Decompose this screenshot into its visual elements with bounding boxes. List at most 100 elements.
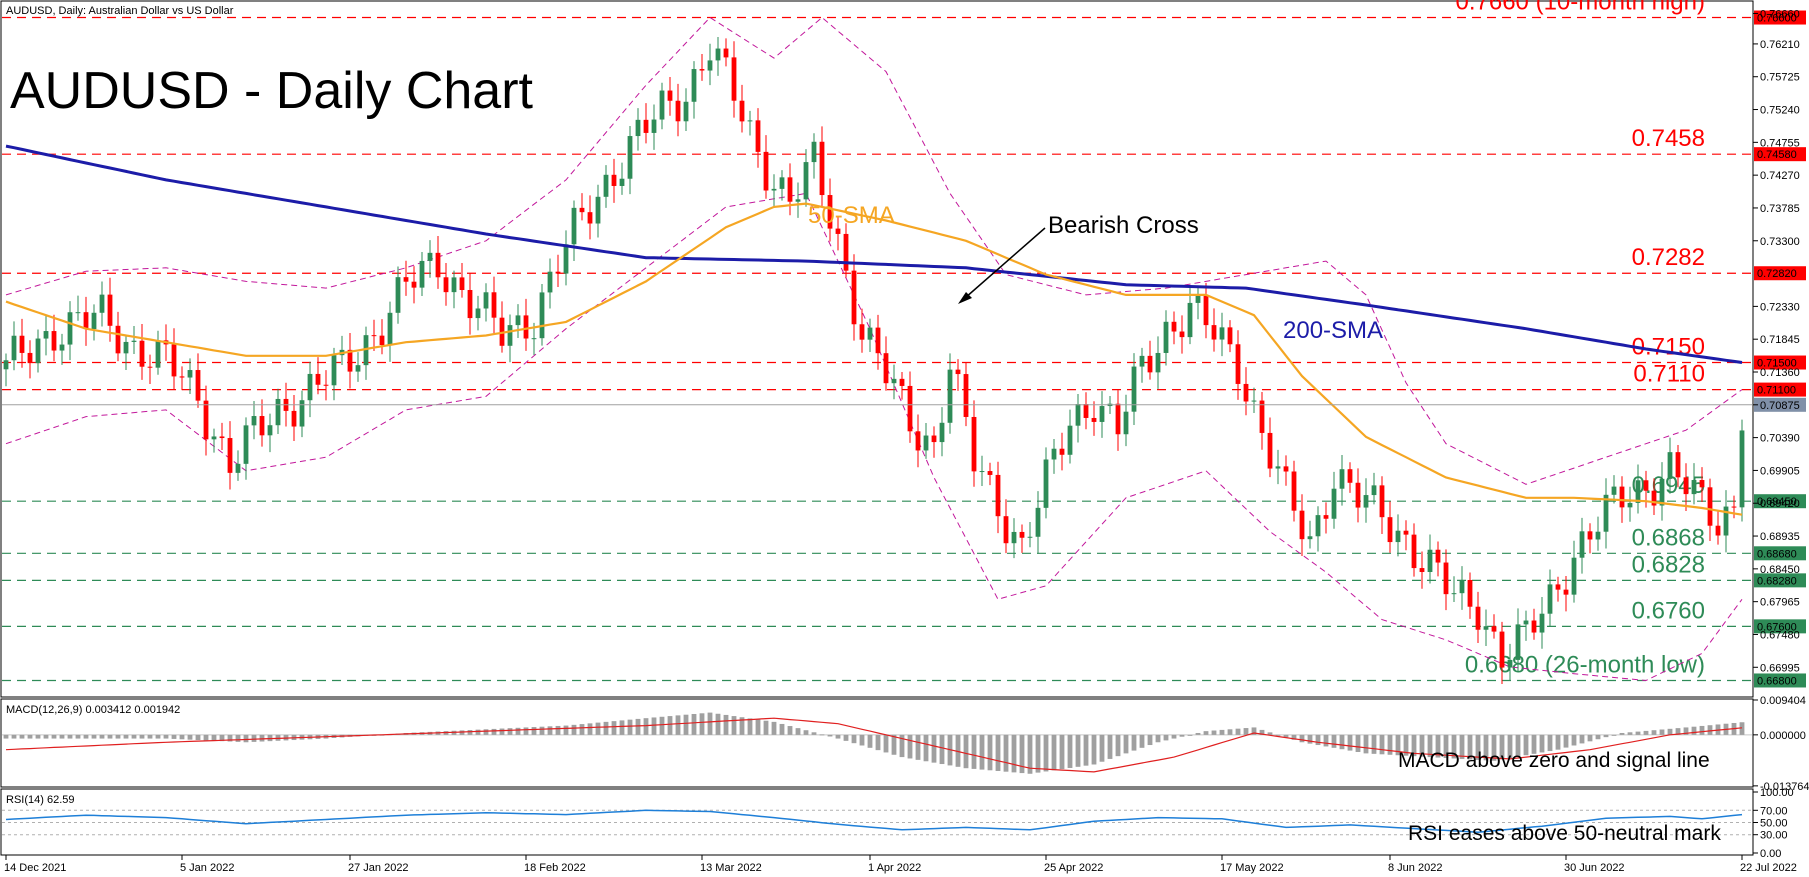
candle-body [355, 365, 361, 372]
macd-panel-frame [0, 698, 1754, 788]
level-tag-3: 0.71500 [1757, 358, 1797, 370]
candle-body [483, 292, 489, 309]
level-tag-8: 0.67600 [1757, 621, 1797, 633]
macd-hist-bar [1099, 734, 1105, 762]
macd-hist-bar [971, 734, 977, 769]
candle-body [715, 48, 721, 61]
macd-hist-bar [787, 726, 793, 735]
x-tick-label-8: 8 Jun 2022 [1388, 862, 1442, 874]
macd-hist-bar [1603, 734, 1609, 738]
candle-body [939, 422, 945, 443]
macd-hist-bar [1027, 734, 1033, 774]
candle-body [1379, 485, 1385, 518]
candle-body [955, 369, 961, 375]
macd-hist-bar [1091, 734, 1097, 765]
candle-body [427, 252, 433, 261]
macd-hist-bar [691, 713, 697, 735]
macd-hist-bar [899, 734, 905, 758]
rsi-tick-label-4: 0.00 [1760, 848, 1781, 860]
macd-hist-bar [923, 734, 929, 762]
x-tick-label-10: 22 Jul 2022 [1740, 862, 1797, 874]
x-tick-label-1: 5 Jan 2022 [180, 862, 234, 874]
macd-hist-bar [1075, 734, 1081, 767]
candle-body [747, 120, 753, 122]
macd-hist-bar [1283, 734, 1289, 738]
candle-body [1155, 352, 1161, 373]
macd-hist-bar [19, 734, 25, 739]
macd-hist-bar [1291, 734, 1297, 740]
current-price-tag-bg [1754, 397, 1806, 412]
candle-body [123, 341, 129, 354]
macd-hist-bar [147, 734, 153, 739]
macd-hist-bar [1435, 734, 1441, 758]
y-tick-label-10: 0.71360 [1760, 367, 1800, 379]
macd-hist-bar [1619, 732, 1625, 735]
macd-hist-bar [603, 721, 609, 735]
candle-body [1459, 579, 1465, 594]
candle-body [1123, 411, 1129, 435]
y-tick-label-17: 0.67965 [1760, 597, 1800, 609]
macd-hist-bar [507, 728, 513, 735]
macd-layers [2, 712, 1752, 774]
level-label-8: 0.6760 [1632, 597, 1705, 624]
candle-body [539, 292, 545, 339]
macd-hist-bar [995, 734, 1001, 771]
candle-body [195, 370, 201, 401]
macd-hist-bar [763, 720, 769, 735]
candle-body [883, 353, 889, 384]
candle-body [203, 400, 209, 440]
candle-body [1267, 432, 1273, 469]
candle-body [131, 340, 137, 342]
candle-body [1283, 466, 1289, 472]
candle-body [467, 290, 473, 319]
macd-hist-bar [1219, 729, 1225, 735]
candle-body [587, 212, 593, 224]
level-label-2: 0.7282 [1632, 244, 1705, 271]
rsi-line [5, 809, 1743, 834]
candle-body [1515, 624, 1521, 660]
macd-hist-bar [619, 720, 625, 735]
candle-body [1059, 448, 1065, 455]
candle-body [1491, 626, 1497, 632]
macd-hist-bar [1267, 732, 1273, 735]
macd-hist-bar [1147, 734, 1153, 746]
candle-body [811, 141, 817, 163]
candle-body [1467, 579, 1473, 607]
macd-hist-bar [67, 734, 73, 739]
level-label-0: 0.7660 (10-month high) [1456, 0, 1706, 16]
macd-title: MACD(12,26,9) 0.003412 0.001942 [6, 704, 180, 716]
macd-hist-bar [227, 734, 233, 742]
macd-hist-bar [699, 713, 705, 735]
x-tick-label-4: 13 Mar 2022 [700, 862, 762, 874]
candle-body [59, 344, 65, 351]
macd-hist-bar [1515, 734, 1521, 757]
macd-hist-bar [1323, 734, 1329, 747]
level-tag-bg-2 [1754, 266, 1806, 281]
candle-body [19, 335, 25, 353]
level-tag-bg-3 [1754, 355, 1806, 370]
candle-body [275, 398, 281, 426]
candle-body [763, 151, 769, 191]
level-tag-bg-7 [1754, 573, 1806, 588]
macd-hist-bar [683, 714, 689, 735]
candle-body [699, 69, 705, 71]
candle-body [1611, 486, 1617, 495]
macd-hist-bar [171, 734, 177, 739]
macd-hist-bar [203, 734, 209, 741]
candle-body [1067, 425, 1073, 455]
candle-body [643, 119, 649, 133]
candle-body [843, 233, 849, 271]
macd-hist-bar [259, 734, 265, 742]
macd-hist-bar [1411, 734, 1417, 757]
level-tag-bg-5 [1754, 494, 1806, 509]
candle-body [1051, 448, 1057, 460]
candle-body [971, 416, 977, 472]
candle-body [3, 360, 9, 370]
macd-hist-bar [139, 734, 145, 739]
main-price-layers: 0.7660 (10-month high)0.74580.72820.7150… [2, 0, 1752, 685]
y-tick-label-7: 0.73300 [1760, 236, 1800, 248]
macd-hist-bar [931, 734, 937, 763]
rsi-tick-label-0: 100.00 [1760, 787, 1794, 799]
candle-body [1035, 507, 1041, 537]
candle-body [1251, 400, 1257, 402]
